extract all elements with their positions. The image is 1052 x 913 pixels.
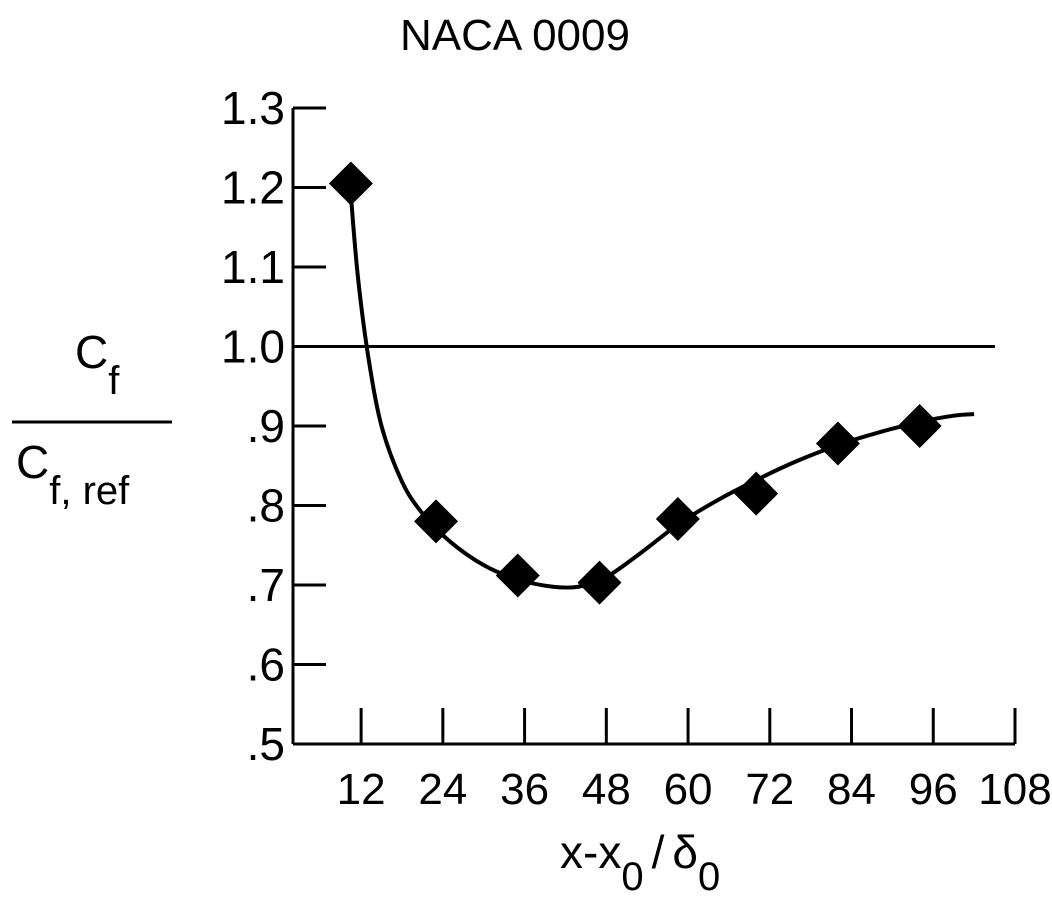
y-tick-label: 1.0 [221, 321, 285, 373]
ylabel-denominator-main: C [16, 436, 49, 488]
y-tick-label: 1.1 [221, 241, 285, 293]
data-point-diamond [328, 161, 373, 206]
x-axis-label: x-x0/δ0 [560, 826, 720, 899]
x-tick-label: 84 [827, 765, 876, 814]
xlabel-part-3: / [652, 826, 665, 878]
data-point-diamond [734, 471, 779, 516]
x-tick-label: 12 [337, 765, 386, 814]
svg-text:Cf, ref: Cf, ref [16, 436, 130, 513]
data-point-diamond [815, 421, 860, 466]
x-tick-label: 96 [909, 765, 958, 814]
y-tick-label: .6 [247, 639, 285, 691]
data-point-diamond [414, 499, 459, 544]
y-tick-label: .5 [247, 718, 285, 770]
x-tick-label: 72 [745, 765, 794, 814]
xlabel-part-4: δ [672, 826, 698, 878]
xlabel-part-1: x-x [560, 826, 621, 878]
y-axis-label: Cf Cf, ref [12, 326, 172, 513]
x-tick-label: 48 [582, 765, 631, 814]
xlabel-part-5: 0 [698, 855, 720, 899]
data-point-diamond [577, 560, 622, 605]
ylabel-denominator-sub: f, ref [49, 469, 130, 513]
x-tick-label: 36 [500, 765, 549, 814]
ylabel-numerator-sub: f [108, 359, 120, 403]
x-tick-label: 24 [418, 765, 467, 814]
plot-area: .5 .6 .7 .8 .9 1.0 1.1 1.2 1.3 12 24 36 48 60 72 84 96 10… [221, 82, 1052, 814]
y-tick-label: .9 [247, 400, 285, 452]
x-tick-label: 108 [978, 765, 1051, 814]
ylabel-numerator-main: C [75, 326, 108, 378]
y-tick-label: .7 [247, 559, 285, 611]
chart-title: NACA 0009 [400, 11, 630, 60]
x-tick-label: 60 [664, 765, 713, 814]
data-point-diamond [897, 404, 942, 448]
y-tick-label: .8 [247, 480, 285, 532]
y-tick-label: 1.2 [221, 162, 285, 214]
svg-text:x-x0/δ0: x-x0/δ0 [560, 826, 720, 899]
data-point-diamond [495, 553, 540, 598]
y-tick-label: 1.3 [221, 82, 285, 134]
data-point-diamond [655, 497, 700, 542]
xlabel-part-2: 0 [621, 855, 643, 899]
svg-text:Cf: Cf [75, 326, 120, 403]
